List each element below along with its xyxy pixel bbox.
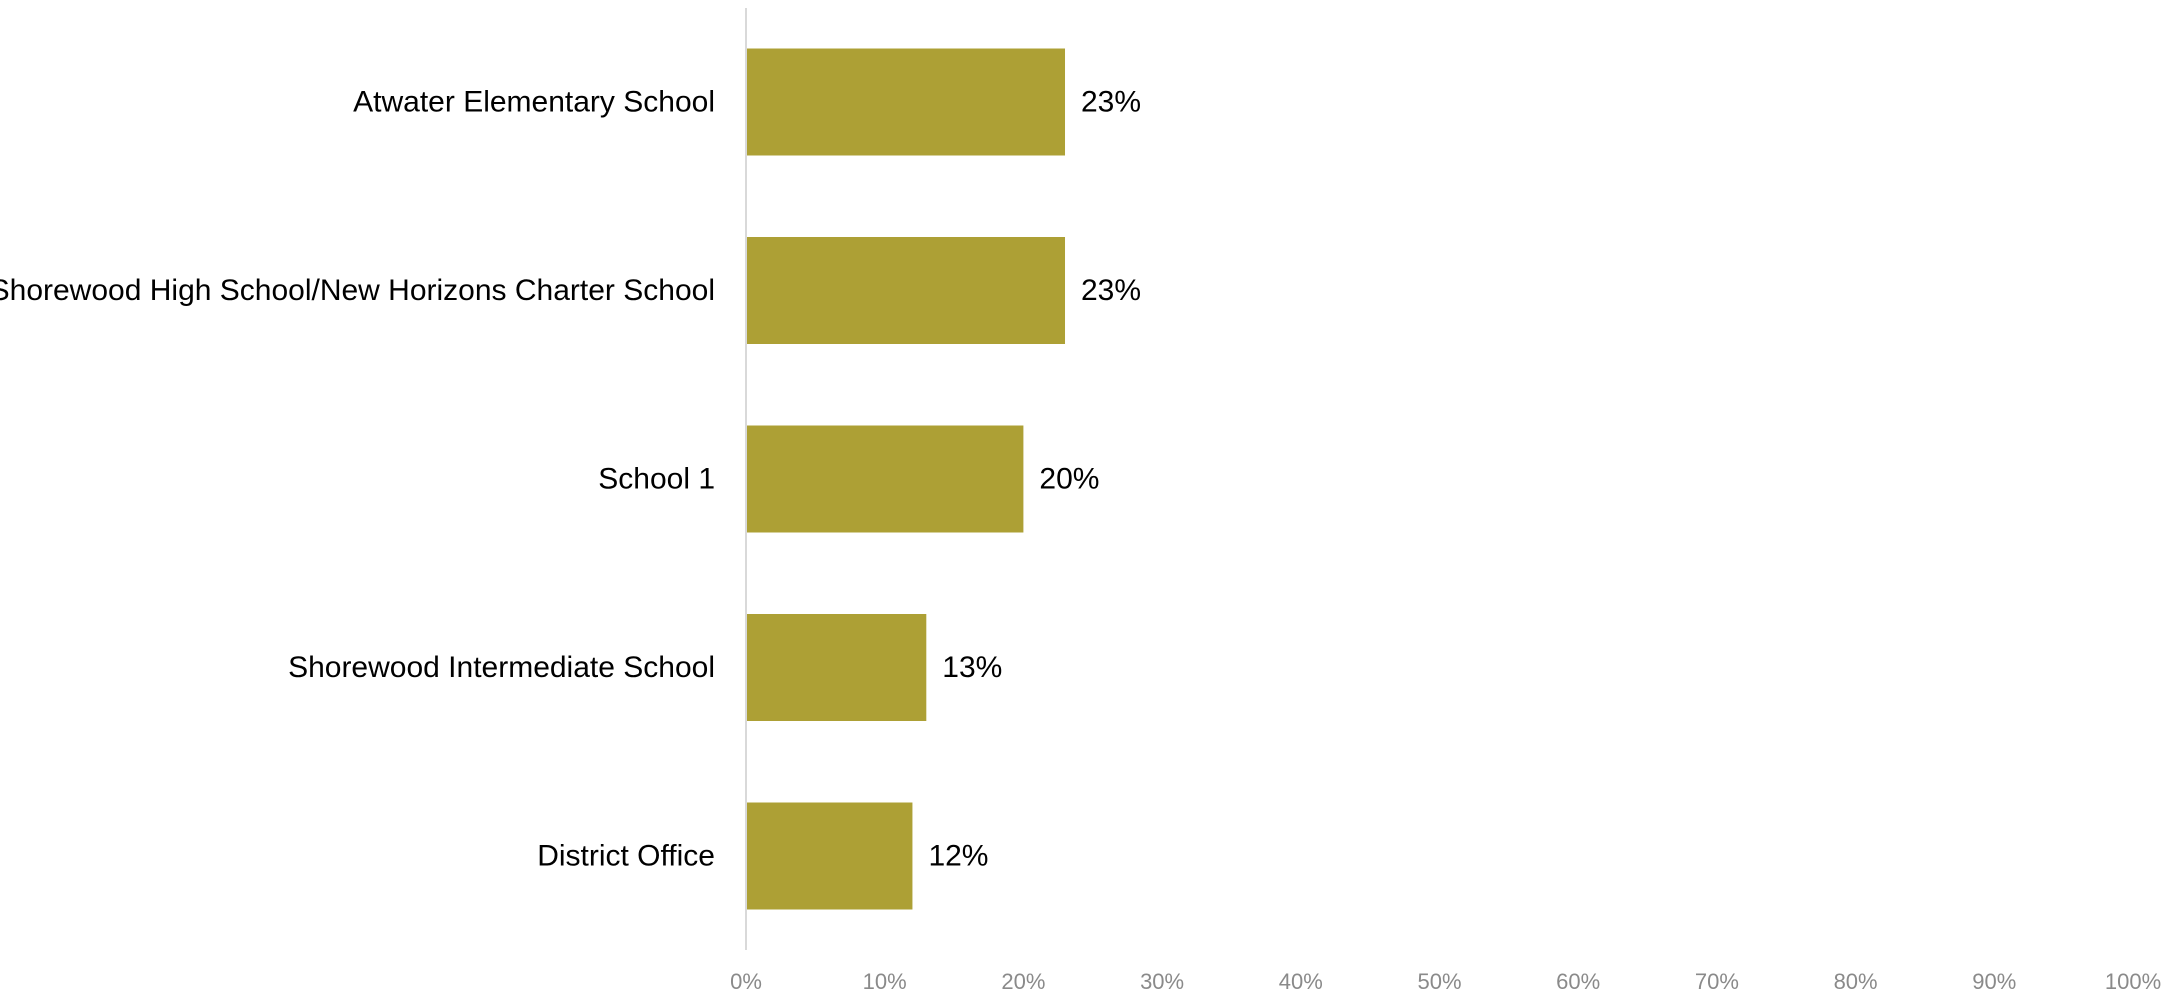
bars-group xyxy=(746,48,1066,910)
x-tick-label: 50% xyxy=(1417,969,1461,993)
x-tick-label: 0% xyxy=(730,969,762,993)
bar xyxy=(746,237,1066,344)
x-tick-labels-group: 0% 10% 20% 30% 40% 50% 60% 70% 80% 90% 100% xyxy=(730,969,2161,993)
x-tick-label: 60% xyxy=(1556,969,1600,993)
bar-data-label: 20% xyxy=(1039,463,1099,496)
x-tick-label: 80% xyxy=(1834,969,1878,993)
x-tick-label: 90% xyxy=(1972,969,2016,993)
category-label: Shorewood Intermediate School xyxy=(288,651,715,684)
bar xyxy=(746,48,1066,156)
bar xyxy=(746,614,927,721)
x-tick-label: 100% xyxy=(2105,969,2161,993)
bar xyxy=(746,802,913,910)
category-label: Shorewood High School/New Horizons Chart… xyxy=(0,274,715,307)
x-tick-label: 20% xyxy=(1001,969,1045,993)
x-tick-label: 70% xyxy=(1695,969,1739,993)
category-labels-group: Atwater Elementary School Shorewood High … xyxy=(0,86,715,873)
x-tick-label: 30% xyxy=(1140,969,1184,993)
bar-data-label: 23% xyxy=(1081,86,1141,119)
category-label: School 1 xyxy=(598,463,715,496)
bar-data-label: 23% xyxy=(1081,274,1141,307)
bar-data-label: 12% xyxy=(928,840,988,873)
x-tick-label: 10% xyxy=(863,969,907,993)
bar xyxy=(746,425,1024,533)
bar-data-label: 13% xyxy=(942,651,1002,684)
category-label: District Office xyxy=(537,840,715,873)
category-label: Atwater Elementary School xyxy=(353,86,715,119)
data-labels-group: 23% 23% 20% 13% 12% xyxy=(928,86,1141,873)
x-tick-label: 40% xyxy=(1279,969,1323,993)
